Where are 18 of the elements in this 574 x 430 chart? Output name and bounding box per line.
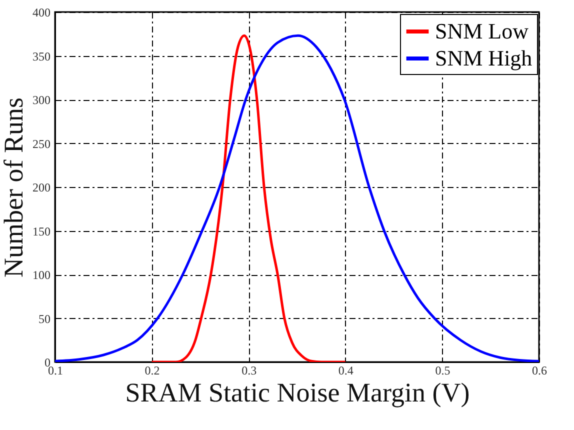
x-tick-label: 0.3 <box>242 364 257 378</box>
x-tick-label: 0.5 <box>435 364 450 378</box>
legend-label: SNM High <box>435 46 532 70</box>
x-tick-label: 0.2 <box>144 364 160 378</box>
y-tick-label: 350 <box>32 49 50 64</box>
y-tick-label: 100 <box>32 268 50 282</box>
legend-label: SNM Low <box>435 18 529 44</box>
y-tick-label: 200 <box>32 180 50 194</box>
y-tick-label: 400 <box>32 6 50 20</box>
y-axis-title: Number of Runs <box>0 98 28 278</box>
y-tick-label: 250 <box>32 136 50 151</box>
y-tick-label: 150 <box>32 224 50 238</box>
x-tick-label: 0.4 <box>338 364 354 378</box>
y-tick-label: 300 <box>32 93 50 107</box>
x-tick-label: 0.6 <box>532 364 547 378</box>
line-series <box>150 34 347 362</box>
x-axis-title: SRAM Static Noise Margin (V) <box>125 378 470 408</box>
y-tick-label: 50 <box>38 312 50 326</box>
